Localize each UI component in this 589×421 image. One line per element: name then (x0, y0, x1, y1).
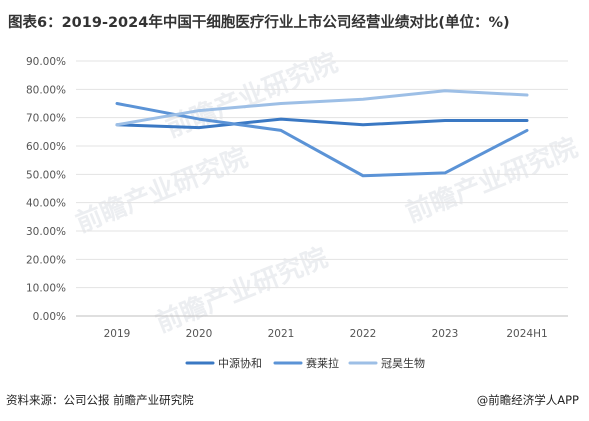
x-tick-label: 2023 (432, 328, 459, 340)
x-tick-label: 2019 (104, 328, 131, 340)
x-tick-label: 2020 (186, 328, 213, 340)
y-tick-label: 40.00% (26, 198, 66, 210)
y-tick-label: 20.00% (26, 254, 66, 266)
x-tick-label: 2024H1 (506, 328, 547, 340)
y-tick-label: 50.00% (26, 169, 66, 181)
y-tick-label: 30.00% (26, 226, 66, 238)
y-tick-label: 70.00% (26, 113, 66, 125)
series-line-2 (115, 102, 529, 178)
y-tick-label: 10.00% (26, 283, 66, 295)
legend-label: 中源协和 (218, 356, 262, 370)
y-tick-label: 80.00% (26, 84, 66, 96)
brand-credit: @前瞻经济学人APP (476, 393, 579, 407)
series-line-3 (115, 89, 529, 127)
legend-label: 冠昊生物 (381, 356, 425, 370)
legend-label: 赛莱拉 (306, 356, 339, 370)
y-tick-label: 0.00% (33, 311, 66, 323)
source-note: 资料来源：公司公报 前瞻产业研究院 (6, 393, 194, 407)
series-line-1 (115, 117, 529, 130)
x-tick-label: 2021 (268, 328, 295, 340)
y-tick-label: 90.00% (26, 56, 66, 68)
y-tick-label: 60.00% (26, 141, 66, 153)
x-tick-label: 2022 (350, 328, 377, 340)
chart-title: 图表6：2019-2024年中国干细胞医疗行业上市公司经营业绩对比(单位：%) (8, 15, 510, 31)
